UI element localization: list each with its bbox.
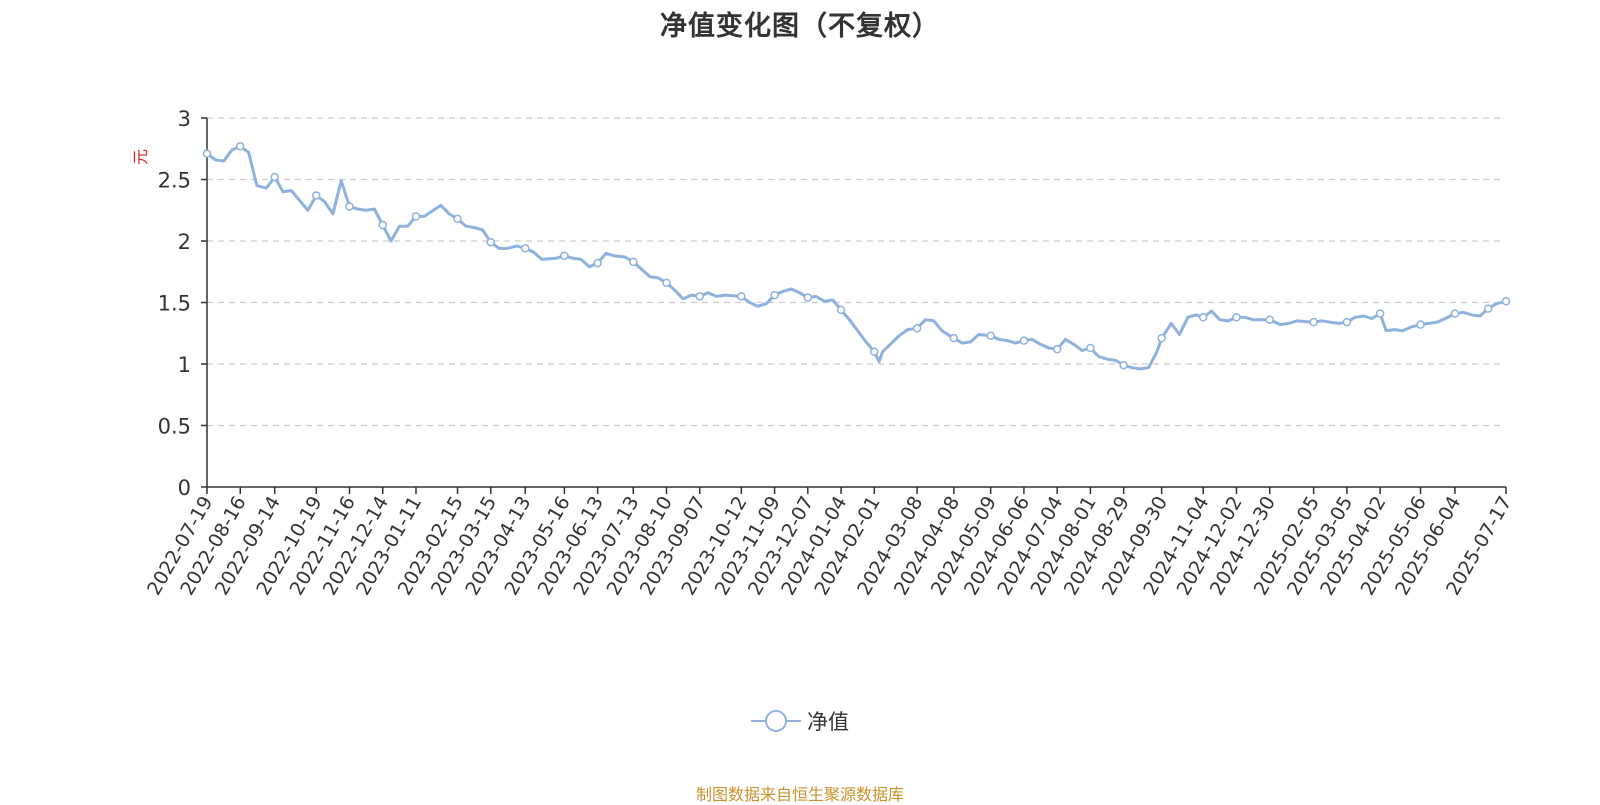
- data-point[interactable]: [949, 333, 959, 343]
- data-point[interactable]: [912, 324, 922, 333]
- data-point[interactable]: [486, 237, 496, 247]
- x-axis-ticks: 2022-07-192022-08-162022-09-142022-10-19…: [143, 487, 1516, 599]
- data-point[interactable]: [520, 244, 530, 253]
- data-point[interactable]: [1086, 343, 1095, 353]
- grid-lines: [207, 117, 1502, 427]
- y-tick-label: 0.5: [158, 415, 191, 439]
- series-net-value: [202, 142, 1511, 371]
- data-point[interactable]: [1342, 317, 1352, 327]
- chart-title: 净值变化图（不复权）: [660, 11, 940, 42]
- data-point[interactable]: [453, 214, 462, 224]
- data-point[interactable]: [1198, 313, 1208, 322]
- data-point[interactable]: [986, 331, 995, 340]
- legend-label: 净值: [807, 710, 849, 734]
- data-point[interactable]: [1483, 304, 1493, 313]
- data-point[interactable]: [560, 251, 569, 261]
- data-point[interactable]: [1052, 344, 1062, 354]
- data-point[interactable]: [1501, 297, 1511, 306]
- data-point[interactable]: [737, 292, 746, 301]
- y-tick-label: 1.5: [158, 292, 191, 316]
- data-point[interactable]: [662, 278, 671, 288]
- data-point[interactable]: [803, 293, 813, 302]
- legend-line-circle-icon: [751, 710, 801, 732]
- data-point[interactable]: [1265, 315, 1274, 324]
- data-point[interactable]: [235, 142, 245, 151]
- data-point[interactable]: [870, 347, 879, 356]
- y-tick-label: 2.5: [158, 169, 191, 193]
- data-point[interactable]: [378, 220, 387, 230]
- data-point[interactable]: [836, 305, 846, 315]
- data-point[interactable]: [345, 202, 354, 211]
- legend: 净值: [0, 706, 1600, 736]
- data-point[interactable]: [1019, 336, 1029, 345]
- data-point[interactable]: [1450, 309, 1460, 318]
- y-tick-label: 1: [178, 353, 191, 377]
- data-point[interactable]: [311, 191, 321, 200]
- y-tick-label: 3: [178, 107, 191, 131]
- y-tick-label: 2: [178, 230, 191, 254]
- data-point[interactable]: [411, 212, 421, 221]
- data-point[interactable]: [1416, 320, 1425, 329]
- data-point[interactable]: [629, 257, 638, 267]
- series-line: [206, 144, 1507, 371]
- y-axis-label: 元: [131, 149, 150, 165]
- legend-item-net-value[interactable]: 净值: [751, 706, 849, 736]
- data-point[interactable]: [1309, 317, 1318, 327]
- data-point[interactable]: [1119, 360, 1128, 370]
- data-point[interactable]: [270, 172, 279, 182]
- y-axis-ticks: 0 0.5 1 1.5 2 2.5 3: [158, 107, 207, 500]
- data-point[interactable]: [202, 149, 212, 158]
- data-point[interactable]: [593, 258, 602, 268]
- y-tick-label: 0: [178, 476, 191, 500]
- data-point[interactable]: [1375, 309, 1385, 318]
- data-point[interactable]: [1157, 333, 1166, 343]
- source-note: 制图数据来自恒生聚源数据库: [695, 785, 904, 804]
- data-point[interactable]: [1232, 313, 1241, 322]
- data-point[interactable]: [770, 290, 779, 300]
- data-point[interactable]: [695, 292, 705, 301]
